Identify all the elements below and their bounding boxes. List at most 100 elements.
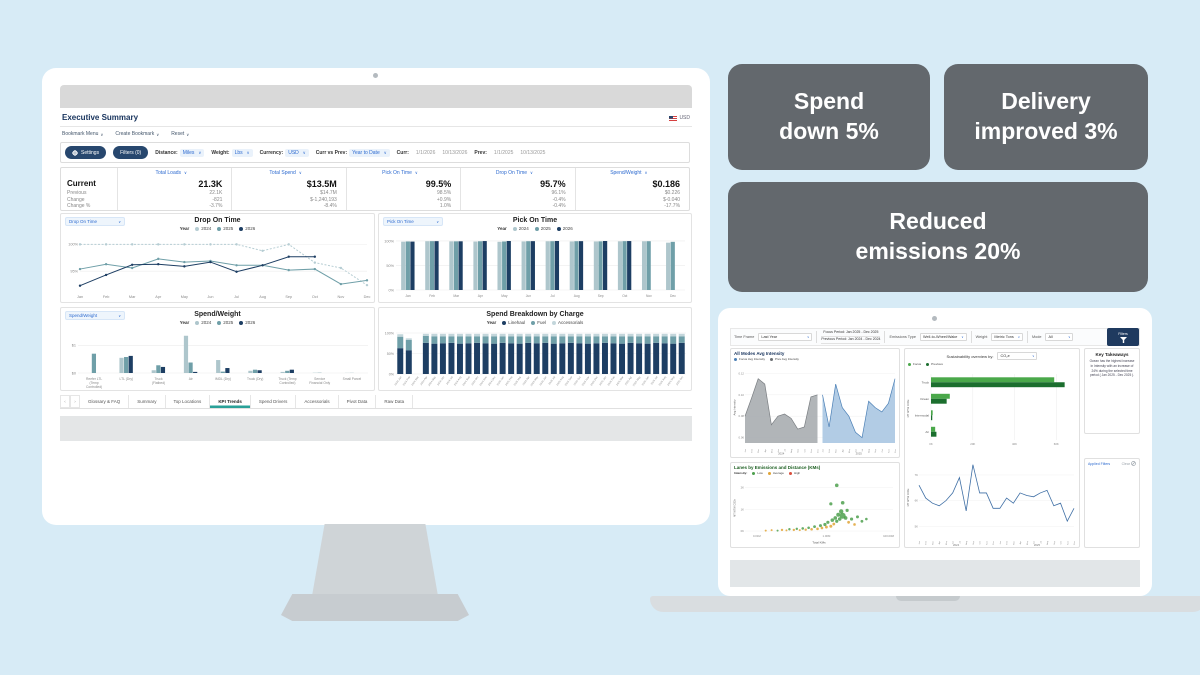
currency-dropdown[interactable]: USD ∨ bbox=[285, 148, 309, 157]
2024-legend-dot bbox=[195, 226, 200, 231]
tab-accessorials[interactable]: Accessorials bbox=[296, 395, 339, 408]
legend-label: Previous bbox=[931, 362, 943, 366]
lanes_scatter-canvas: 2K 1K 0K 0.01M 1.00M 100.00M Total KMs MT WTW C… bbox=[734, 483, 895, 545]
tab-top-locations[interactable]: Top Locations bbox=[166, 395, 211, 408]
svg-text:Mar: Mar bbox=[1012, 541, 1015, 545]
distance-dropdown[interactable]: Miles ∨ bbox=[179, 148, 205, 157]
chart-legend: Focus Avg Intensity Prev Avg Intensity bbox=[731, 356, 899, 362]
clear-filters-button[interactable]: Clear bbox=[1122, 461, 1136, 466]
curr-vs-prev-field: Curr vs Prev: Year to Date ∨ bbox=[316, 148, 390, 157]
reset-dropdown[interactable]: Reset ∨ bbox=[171, 131, 190, 137]
svg-text:5K: 5K bbox=[915, 524, 919, 528]
fuel-legend-dot bbox=[531, 320, 536, 325]
legend-label: Prev Avg Intensity bbox=[774, 357, 799, 361]
tab-kpi-trends[interactable]: KPI Trends bbox=[210, 395, 251, 408]
weight-dropdown[interactable]: Metric Tons ∨ bbox=[991, 333, 1023, 341]
prev-end-date[interactable]: 10/13/2025 bbox=[520, 149, 546, 156]
legend-label: Fuel bbox=[537, 320, 547, 325]
svg-text:Mar: Mar bbox=[129, 295, 136, 299]
spend-weight-panel: Spend/Weight ∨ Spend/Weight Year 2024 2025 2… bbox=[60, 307, 375, 391]
kpi-column-spend-weight: Spend/Weight ∨ $0.186 $0.226 $-0.040 -17.… bbox=[574, 168, 689, 210]
chevron-down-icon: ∨ bbox=[1068, 335, 1071, 339]
emissions-type-dropdown[interactable]: Well-to-Wheel/Wake ∨ bbox=[920, 333, 967, 341]
svg-text:May: May bbox=[181, 295, 188, 299]
tab-spend-drivers[interactable]: Spend Drivers bbox=[251, 395, 297, 408]
svg-text:Dec: Dec bbox=[993, 540, 995, 545]
svg-text:Jul: Jul bbox=[959, 540, 961, 543]
chart-legend: Intensity: Low Average High bbox=[731, 470, 899, 476]
kpi-current-value: $13.5M bbox=[306, 178, 337, 189]
kpi-metric-dropdown[interactable]: Spend/Weight ∨ bbox=[610, 170, 648, 176]
filters-button[interactable]: Filters (0) bbox=[113, 146, 149, 159]
bookmark-menu-dropdown[interactable]: Bookmark Menu ∨ bbox=[62, 131, 104, 137]
tab-glossary-faq[interactable]: Glossary & FAQ bbox=[80, 395, 130, 408]
time-frame-dropdown[interactable]: Last Year ∨ bbox=[758, 333, 813, 341]
high-legend-dot bbox=[788, 471, 792, 475]
legend-prefix: Year bbox=[179, 226, 190, 231]
chart-metric-dropdown[interactable]: Pick On Time ∨ bbox=[383, 217, 443, 226]
mode-label: Mode bbox=[1031, 335, 1042, 339]
divider bbox=[970, 331, 972, 343]
tab-scroll-right[interactable]: › bbox=[70, 395, 80, 408]
svg-text:Apr: Apr bbox=[764, 449, 767, 453]
svg-text:Jan: Jan bbox=[1000, 540, 1002, 544]
divider bbox=[816, 331, 818, 343]
curr-vs-prev-dropdown[interactable]: Year to Date ∨ bbox=[349, 148, 390, 157]
kpi-current-value: 21.3K bbox=[198, 178, 223, 189]
kpi-metric-dropdown[interactable]: Total Loads ∨ bbox=[155, 170, 187, 176]
co2e-dropdown[interactable]: CO₂e ∨ bbox=[997, 352, 1038, 360]
svg-text:100%: 100% bbox=[68, 243, 78, 247]
svg-text:2025 Jan: 2025 Jan bbox=[496, 375, 506, 386]
prev-start-date[interactable]: 1/1/2025 bbox=[493, 149, 514, 156]
curr-start-date[interactable]: 1/1/2026 bbox=[415, 149, 436, 156]
weight-label: Weight bbox=[975, 335, 988, 339]
legend-label: Low bbox=[757, 471, 763, 475]
legend-label: 2026 bbox=[562, 226, 573, 231]
laptop-filters-button[interactable]: Filters bbox=[1107, 328, 1139, 346]
monitor-device: Executive Summary USD Bookmark Menu ∨ Cre… bbox=[42, 68, 710, 525]
currency-indicator[interactable]: USD bbox=[669, 115, 690, 121]
tab-pivot-data[interactable]: Pivot Data bbox=[339, 395, 377, 408]
mode-dropdown[interactable]: All ∨ bbox=[1045, 333, 1074, 341]
tab-scroll-left[interactable]: ‹ bbox=[60, 395, 70, 408]
svg-text:Jan: Jan bbox=[919, 540, 921, 544]
legend-prefix: Year bbox=[179, 320, 190, 325]
svg-text:Sep: Sep bbox=[598, 294, 604, 298]
svg-text:Controlled): Controlled) bbox=[279, 381, 295, 385]
svg-text:0.10: 0.10 bbox=[739, 393, 745, 397]
kpi-metric-dropdown[interactable]: Total Spend ∨ bbox=[269, 170, 302, 176]
weight-dropdown[interactable]: Lbs ∨ bbox=[231, 148, 253, 157]
tab-summary[interactable]: Summary bbox=[129, 395, 166, 408]
svg-text:95%: 95% bbox=[70, 270, 78, 274]
chart-legend: Year 2024 2025 2026 bbox=[61, 320, 374, 325]
svg-text:Jul: Jul bbox=[550, 294, 554, 298]
key-takeaways-panel: Key Takeaways Ocean has the highest incr… bbox=[1084, 348, 1140, 434]
svg-text:Jan: Jan bbox=[405, 294, 410, 298]
chevron-down-icon: ∨ bbox=[118, 313, 121, 318]
curr-end-date[interactable]: 10/13/2026 bbox=[442, 149, 468, 156]
2026-legend-dot bbox=[556, 226, 561, 231]
chart-metric-dropdown[interactable]: Spend/Weight ∨ bbox=[65, 311, 125, 320]
chevron-down-icon: ∨ bbox=[414, 170, 418, 175]
tab-raw-data[interactable]: Raw Data bbox=[376, 395, 414, 408]
svg-text:Mar: Mar bbox=[453, 294, 460, 298]
create-bookmark-dropdown[interactable]: Create Bookmark ∨ bbox=[115, 131, 160, 137]
kpi-metric-dropdown[interactable]: Drop On Time ∨ bbox=[495, 170, 533, 176]
svg-text:1.00M: 1.00M bbox=[823, 534, 831, 538]
chevron-down-icon: ∨ bbox=[1032, 354, 1035, 358]
settings-button[interactable]: Settings bbox=[65, 146, 107, 159]
svg-text:Jun: Jun bbox=[526, 294, 531, 298]
chart-metric-dropdown[interactable]: Drop On Time ∨ bbox=[65, 217, 125, 226]
kpi-metric-dropdown[interactable]: Pick On Time ∨ bbox=[382, 170, 418, 176]
svg-text:Sep: Sep bbox=[973, 540, 975, 545]
drop-on-time-panel: Drop On Time ∨ Drop On Time Year 2024 2025 2… bbox=[60, 213, 375, 303]
svg-text:Air: Air bbox=[925, 430, 929, 434]
svg-text:Apr: Apr bbox=[841, 449, 844, 453]
chevron-down-icon: ∨ bbox=[530, 170, 533, 175]
monthly-emissions-line-chart: 7K 6K 5K Jan Feb Mar Apr May Jun Jul Aug Sep Oct Nov D… bbox=[906, 453, 1078, 547]
svg-text:Apr: Apr bbox=[478, 294, 484, 298]
svg-text:Apr: Apr bbox=[155, 295, 162, 299]
kpi-column-total-loads: Total Loads ∨ 21.3K 22.1K -821 -3.7% bbox=[117, 168, 231, 210]
